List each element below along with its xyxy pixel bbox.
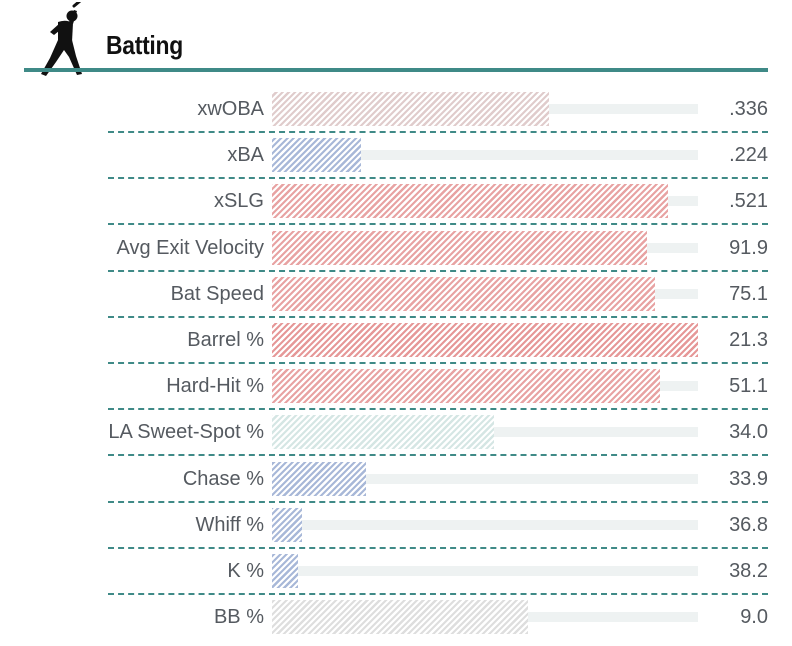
table-row: Bat Speed 75.1: [0, 276, 792, 323]
row-divider: [108, 500, 768, 503]
metric-value: .224: [729, 144, 768, 167]
table-row: Hard-Hit % 51.1: [0, 369, 792, 415]
metric-value: 91.9: [729, 236, 768, 259]
metric-label: xBA: [227, 144, 264, 167]
metric-value: 34.0: [729, 421, 768, 444]
row-divider: [108, 315, 768, 318]
metric-value: 75.1: [729, 282, 768, 305]
percentile-bar: [272, 230, 647, 265]
metric-label: Avg Exit Velocity: [116, 236, 264, 259]
metric-value: .521: [729, 190, 768, 213]
row-divider: [108, 223, 768, 226]
percentile-bar: [272, 507, 302, 542]
metric-label: Chase %: [182, 467, 264, 490]
table-row: Whiff % 36.8: [0, 507, 792, 554]
row-divider: [108, 593, 768, 595]
metric-value: 33.9: [729, 467, 768, 490]
percentile-bar: [272, 138, 362, 173]
table-row: xwOBA .336: [0, 92, 792, 138]
percentile-track: [272, 519, 698, 530]
metric-value: .336: [729, 98, 768, 120]
row-divider: [108, 362, 768, 364]
metric-label: xwOBA: [197, 98, 264, 120]
table-row: BB % 9.0: [0, 600, 792, 646]
table-row: Chase % 33.9: [0, 461, 792, 508]
metric-label: Barrel %: [187, 329, 264, 351]
percentile-bar: [272, 323, 698, 357]
row-divider: [108, 131, 768, 133]
percentile-bar: [272, 92, 549, 126]
metric-value: 9.0: [740, 606, 768, 629]
percentile-track: [272, 566, 698, 576]
row-divider: [108, 454, 768, 457]
metric-value: 51.1: [729, 375, 768, 398]
percentile-bar: [272, 600, 528, 635]
metric-value: 36.8: [729, 513, 768, 536]
row-divider: [108, 269, 768, 272]
table-row: Barrel % 21.3: [0, 323, 792, 369]
metric-value: 21.3: [729, 329, 768, 351]
percentile-bar: [272, 369, 660, 404]
percentile-track: [272, 473, 698, 484]
table-row: xSLG .521: [0, 184, 792, 230]
metric-label: Hard-Hit %: [166, 375, 264, 398]
metric-label: K %: [227, 560, 264, 582]
percentile-bar: [272, 415, 494, 450]
table-row: Avg Exit Velocity 91.9: [0, 230, 792, 277]
metric-label: xSLG: [213, 190, 264, 213]
metric-label: BB %: [213, 606, 264, 629]
metric-label: LA Sweet-Spot %: [108, 421, 264, 444]
row-divider: [108, 177, 768, 180]
metric-value: 38.2: [729, 560, 768, 582]
section-header: Batting: [26, 0, 768, 76]
percentile-bar: [272, 461, 366, 496]
section-title: Batting: [106, 30, 183, 60]
percentile-track: [272, 150, 698, 161]
batter-silhouette-icon: [41, 2, 82, 76]
header-divider: [24, 68, 768, 72]
row-divider: [108, 546, 768, 549]
percentile-bar: [272, 554, 298, 588]
metric-label: Bat Speed: [170, 282, 264, 305]
row-divider: [108, 408, 768, 411]
percentile-bar: [272, 184, 669, 219]
table-row: K % 38.2: [0, 554, 792, 600]
table-row: LA Sweet-Spot % 34.0: [0, 415, 792, 461]
percentile-bar: [272, 276, 656, 311]
metric-label: Whiff %: [195, 513, 264, 536]
table-row: xBA .224: [0, 138, 792, 184]
